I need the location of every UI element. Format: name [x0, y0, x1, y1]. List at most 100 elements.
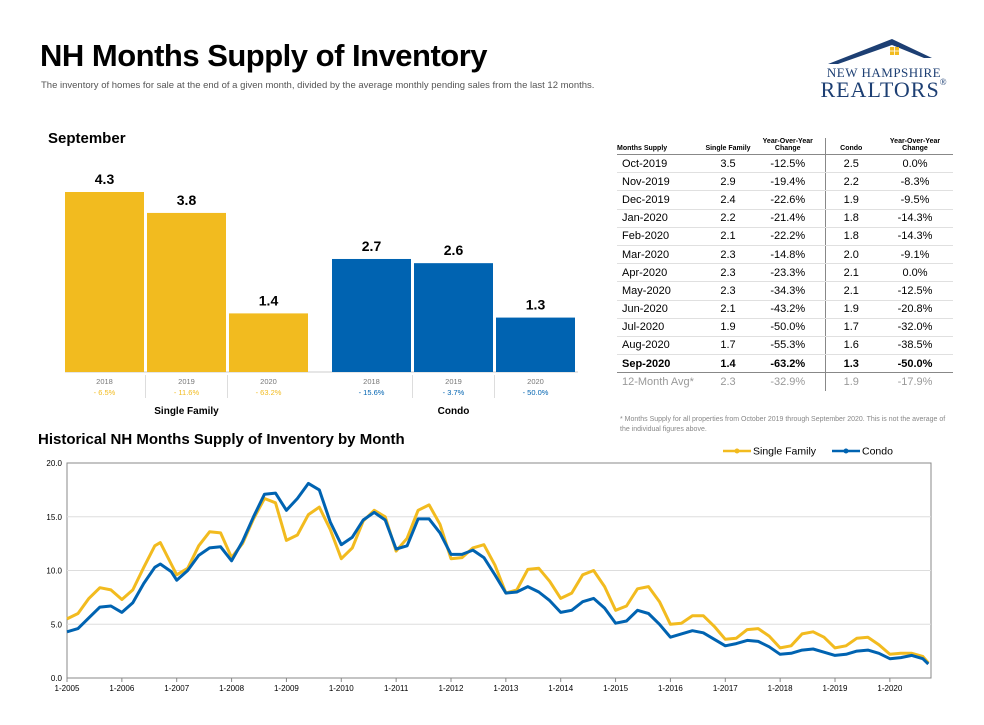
september-title: September	[48, 130, 126, 147]
table-cell-sf-chg: -50.0%	[751, 318, 826, 337]
table-cell-sf: 2.3	[705, 263, 751, 283]
table-row: Jan-2020 2.2 -21.4% 1.8 -14.3%	[617, 209, 953, 228]
page-subtitle: The inventory of homes for sale at the e…	[41, 80, 595, 91]
x-tick-label: 1-2015	[603, 684, 628, 693]
table-row: 12-Month Avg* 2.3 -32.9% 1.9 -17.9%	[617, 372, 953, 391]
x-tick-label: 1-2020	[877, 684, 902, 693]
y-tick-label: 20.0	[46, 459, 62, 468]
table-row: Mar-2020 2.3 -14.8% 2.0 -9.1%	[617, 245, 953, 265]
x-tick-label: 1-2005	[55, 684, 80, 693]
table-row: Sep-2020 1.4 -63.2% 1.3 -50.0%	[617, 354, 953, 374]
table-cell-sf: 2.4	[705, 190, 751, 210]
table-cell-condo-chg: -14.3%	[877, 209, 953, 228]
bar-value-label: 2.7	[362, 238, 382, 254]
table-cell-sf: 2.3	[705, 281, 751, 301]
bar-year-label: 2018	[96, 377, 113, 386]
bar	[229, 313, 308, 372]
bar-value-label: 3.8	[177, 192, 197, 208]
col-months-supply: Months Supply	[617, 138, 705, 155]
table-cell-sf: 2.2	[705, 209, 751, 228]
legend-marker	[734, 448, 740, 454]
table-cell-condo-chg: -8.3%	[877, 172, 953, 192]
table-cell-sf-chg: -63.2%	[751, 354, 826, 374]
x-tick-label: 1-2010	[329, 684, 354, 693]
x-tick-label: 1-2018	[768, 684, 793, 693]
table-cell-sf: 2.1	[705, 300, 751, 319]
bar-year-label: 2020	[260, 377, 277, 386]
table-cell-sf: 2.3	[720, 376, 736, 389]
table-cell-condo-chg: -38.5%	[877, 336, 953, 356]
logo-text-top: NEW HAMPSHIRE	[826, 65, 942, 80]
table-cell-condo-chg: -20.8%	[877, 300, 953, 319]
x-tick-label: 1-2008	[219, 684, 244, 693]
x-tick-label: 1-2007	[164, 684, 189, 693]
table-cell-sf: 2.1	[705, 227, 751, 246]
col-condo: Condo	[825, 138, 877, 155]
bar	[496, 317, 575, 372]
table-cell-condo-chg: -50.0%	[877, 354, 953, 374]
bar-change-label: - 63.2%	[256, 388, 282, 397]
table-cell-condo: 2.2	[825, 172, 877, 192]
table-cell-condo: 1.8	[825, 209, 877, 228]
series-line	[66, 481, 930, 666]
y-tick-label: 5.0	[51, 620, 63, 629]
table-cell-condo: 1.3	[825, 354, 877, 374]
bar-change-label: - 11.6%	[174, 388, 200, 397]
y-tick-label: 0.0	[51, 674, 63, 683]
table-cell-condo-chg: -14.3%	[877, 227, 953, 246]
table-row: Dec-2019 2.4 -22.6% 1.9 -9.5%	[617, 190, 953, 210]
table-cell-condo-chg: -9.5%	[877, 190, 953, 210]
x-tick-label: 1-2006	[109, 684, 134, 693]
table-cell-condo: 1.9	[825, 300, 877, 319]
table-row: May-2020 2.3 -34.3% 2.1 -12.5%	[617, 281, 953, 301]
table-cell-month: May-2020	[617, 281, 705, 301]
bar-value-label: 1.3	[526, 297, 546, 313]
table-cell-condo-chg: -12.5%	[877, 281, 953, 301]
x-tick-label: 1-2009	[274, 684, 299, 693]
table-cell-month: Sep-2020	[617, 354, 705, 374]
table-row: Apr-2020 2.3 -23.3% 2.1 0.0%	[617, 263, 953, 283]
table-cell-condo: 2.5	[825, 154, 877, 174]
house-roof-icon	[828, 39, 932, 64]
bar-change-label: - 15.6%	[359, 388, 385, 397]
table-cell-sf: 2.9	[705, 172, 751, 192]
table-row: Feb-2020 2.1 -22.2% 1.8 -14.3%	[617, 227, 953, 246]
table-cell-sf: 3.5	[705, 154, 751, 174]
table-cell-sf: 1.4	[705, 354, 751, 374]
bar-change-label: - 3.7%	[443, 388, 465, 397]
table-cell-condo: 2.1	[825, 263, 877, 283]
table-cell-sf: 2.3	[705, 245, 751, 265]
legend-marker	[843, 448, 849, 454]
table-row: Nov-2019 2.9 -19.4% 2.2 -8.3%	[617, 172, 953, 192]
september-bar-chart: 4.3 2018 - 6.5% 3.8 2019 - 11.6% 1.4 2020 - 63.2…	[65, 171, 578, 417]
bar-value-label: 2.6	[444, 242, 464, 258]
table-cell-month: Jul-2020	[617, 318, 705, 337]
table-cell-condo: 1.9	[843, 376, 859, 389]
col-single-family: Single Family	[705, 138, 751, 155]
table-cell-month: Jan-2020	[617, 209, 705, 228]
series-line	[66, 497, 930, 664]
col-condo-change: Year-Over-Year Change	[877, 138, 953, 155]
table-cell-condo: 1.7	[825, 318, 877, 337]
table-cell-condo-chg: 0.0%	[877, 154, 953, 174]
col-sf-change: Year-Over-Year Change	[751, 138, 826, 155]
table-cell-sf-chg: -22.6%	[751, 190, 826, 210]
bar-year-label: 2020	[527, 377, 544, 386]
x-tick-label: 1-2019	[823, 684, 848, 693]
table-cell-sf-chg: -34.3%	[751, 281, 826, 301]
historical-title: Historical NH Months Supply of Inventory…	[38, 431, 405, 448]
page-title: NH Months Supply of Inventory	[40, 38, 488, 73]
table-cell-month: Apr-2020	[617, 263, 705, 283]
months-supply-table: Months Supply Single Family Year-Over-Ye…	[617, 138, 953, 391]
bar-year-label: 2019	[445, 377, 462, 386]
table-cell-sf-chg: -14.8%	[751, 245, 826, 265]
table-cell-month: Oct-2019	[617, 154, 705, 174]
table-cell-sf-chg: -12.5%	[751, 154, 826, 174]
legend-label: Condo	[862, 446, 893, 458]
bar-value-label: 4.3	[95, 171, 115, 187]
table-cell-month: Nov-2019	[617, 172, 705, 192]
legend-label: Single Family	[753, 446, 817, 458]
bar-year-label: 2018	[363, 377, 380, 386]
table-cell-month: Feb-2020	[617, 227, 705, 246]
table-cell-sf-chg: -32.9%	[751, 372, 826, 391]
